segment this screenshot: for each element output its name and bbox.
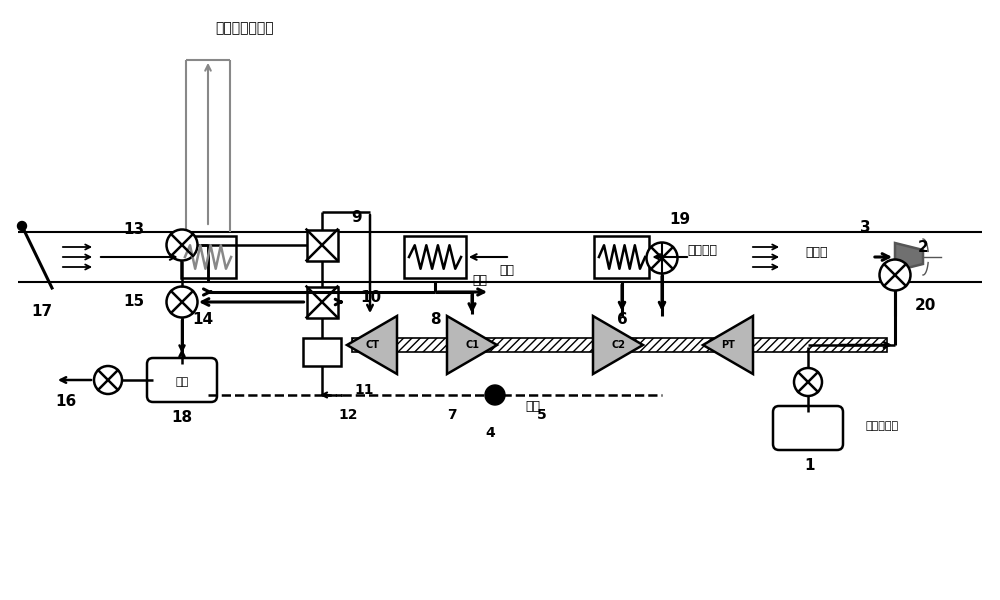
Text: 排出: 排出	[175, 377, 189, 387]
Text: 发动机引气: 发动机引气	[866, 421, 899, 431]
Bar	[594, 236, 649, 278]
Text: 冷却设备载冷剂: 冷却设备载冷剂	[216, 21, 274, 35]
Text: 11: 11	[354, 383, 374, 397]
Bar	[352, 338, 887, 352]
Polygon shape	[703, 316, 753, 374]
Polygon shape	[895, 243, 923, 271]
Bar	[181, 236, 236, 278]
Circle shape	[166, 286, 198, 317]
Polygon shape	[447, 316, 497, 374]
Text: 2: 2	[918, 239, 928, 254]
Text: PT: PT	[721, 340, 735, 350]
Circle shape	[94, 366, 122, 394]
FancyBboxPatch shape	[773, 406, 843, 450]
Bar	[404, 236, 466, 278]
Text: 10: 10	[360, 289, 381, 304]
Bar	[303, 338, 341, 366]
Polygon shape	[347, 316, 397, 374]
Circle shape	[794, 368, 822, 396]
Text: C2: C2	[611, 340, 625, 350]
Text: 16: 16	[55, 395, 77, 409]
Text: 冲压空气: 冲压空气	[687, 244, 717, 257]
Bar	[307, 286, 338, 317]
Circle shape	[880, 259, 911, 290]
Text: 17: 17	[31, 304, 53, 319]
Circle shape	[485, 385, 505, 405]
Text: 冷风道: 冷风道	[805, 245, 828, 259]
Text: 6: 6	[617, 311, 627, 326]
Text: 热路: 热路	[525, 401, 540, 413]
Text: 19: 19	[669, 212, 691, 227]
Circle shape	[166, 229, 198, 260]
Text: 20: 20	[914, 298, 936, 313]
Text: 18: 18	[171, 410, 193, 425]
FancyBboxPatch shape	[147, 358, 217, 402]
Text: 14: 14	[192, 311, 214, 326]
Text: 9: 9	[352, 209, 362, 224]
Bar	[307, 229, 338, 260]
Text: 3: 3	[860, 220, 870, 235]
Text: 4: 4	[485, 426, 495, 440]
Text: 7: 7	[447, 408, 457, 422]
Text: 15: 15	[123, 295, 145, 310]
Text: 12: 12	[338, 408, 358, 422]
Text: 8: 8	[430, 311, 440, 326]
Text: 冷路: 冷路	[499, 263, 514, 277]
Text: 13: 13	[123, 223, 145, 238]
Text: C1: C1	[465, 340, 479, 350]
Text: 回风: 回风	[473, 274, 488, 286]
Text: CT: CT	[365, 340, 379, 350]
Circle shape	[646, 242, 678, 274]
Text: 5: 5	[537, 408, 547, 422]
Polygon shape	[593, 316, 643, 374]
Circle shape	[18, 221, 26, 230]
Text: 1: 1	[805, 458, 815, 473]
